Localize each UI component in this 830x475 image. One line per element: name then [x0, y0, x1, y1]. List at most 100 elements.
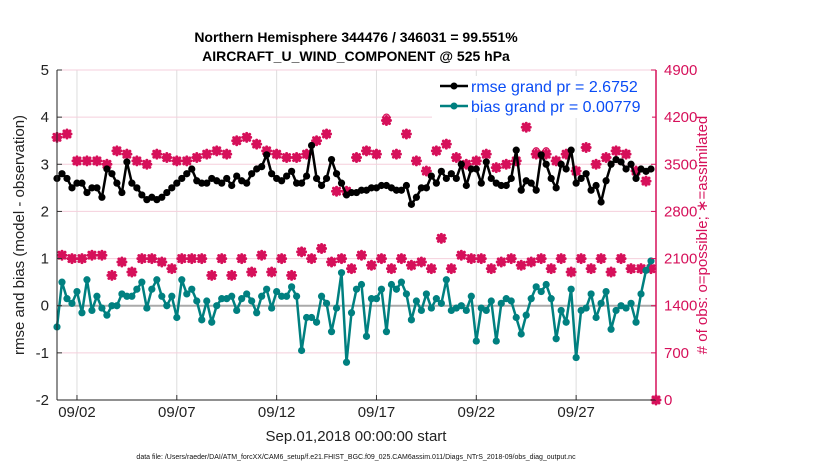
y-tick-label-right: 1400 — [664, 298, 697, 315]
bias-point — [422, 290, 430, 298]
rmse-point — [347, 188, 356, 197]
bias-point — [442, 276, 450, 284]
obs-assimilated-center — [83, 157, 90, 164]
bias-point — [143, 304, 151, 312]
obs-assimilated-center — [63, 130, 70, 137]
obs-assimilated-marker — [375, 253, 387, 265]
obs-assimilated-marker — [420, 165, 432, 177]
obs-assimilated-marker — [176, 253, 188, 265]
rmse-point — [263, 151, 271, 159]
rmse-point — [517, 186, 525, 194]
obs-assimilated-marker — [515, 259, 527, 271]
rmse-point — [457, 160, 465, 168]
obs-assimilated-center — [438, 235, 445, 242]
obs-assimilated-marker — [385, 263, 397, 275]
obs-assimilated-center — [88, 252, 95, 259]
rmse-point — [357, 186, 366, 194]
obs-assimilated-marker — [146, 253, 158, 265]
rmse-point — [622, 165, 630, 173]
obs-assimilated-center — [448, 265, 455, 272]
bias-point — [427, 304, 435, 312]
bias-point — [138, 278, 146, 286]
rmse-point — [527, 179, 535, 187]
data-marks — [51, 113, 662, 406]
obs-assimilated-center — [168, 265, 175, 272]
rmse-point — [617, 158, 625, 166]
bias-point — [347, 309, 356, 317]
obs-assimilated-marker — [620, 148, 632, 160]
bias-point — [297, 346, 306, 355]
obs-assimilated-center — [428, 265, 435, 272]
y-tick-label: 5 — [41, 62, 49, 79]
obs-assimilated-center — [73, 157, 80, 164]
rmse-point — [218, 179, 226, 187]
obs-assimilated-marker — [395, 253, 407, 265]
obs-assimilated-marker — [545, 263, 557, 275]
bias-point — [497, 299, 505, 307]
obs-assimilated-center — [608, 269, 615, 276]
bias-point — [233, 306, 241, 315]
obs-assimilated-marker — [370, 148, 382, 160]
rmse-point — [432, 179, 440, 187]
rmse-point — [587, 186, 595, 194]
rmse-point — [397, 186, 406, 194]
y-tick-label: -2 — [36, 392, 49, 409]
obs-assimilated-marker — [500, 158, 512, 170]
obs-assimilated-marker — [410, 155, 422, 167]
bias-point — [542, 280, 550, 289]
bias-point — [103, 311, 111, 319]
rmse-point — [592, 181, 600, 190]
bias-point — [63, 295, 71, 303]
rmse-point — [487, 174, 495, 183]
obs-assimilated-marker — [81, 155, 93, 167]
obs-assimilated-center — [473, 157, 480, 164]
obs-assimilated-marker — [625, 263, 637, 275]
bias-point — [487, 297, 495, 305]
bias-point — [372, 295, 381, 303]
rmse-point — [113, 179, 121, 187]
rmse-point — [138, 191, 146, 199]
bias-point — [437, 299, 445, 307]
obs-assimilated-marker — [316, 242, 328, 254]
rmse-point — [103, 165, 111, 173]
rmse-point — [283, 172, 291, 180]
obs-assimilated-center — [418, 258, 425, 265]
bias-point — [203, 297, 211, 305]
bias-point — [322, 299, 331, 307]
obs-assimilated-marker — [450, 152, 462, 164]
obs-assimilated-marker — [266, 266, 278, 278]
y-tick-label: 4 — [41, 109, 49, 126]
bias-point — [283, 292, 291, 300]
x-tick-label: 09/22 — [458, 404, 496, 421]
rmse-point — [437, 167, 445, 175]
obs-assimilated-center — [303, 151, 310, 158]
rmse-point — [88, 184, 96, 192]
x-tick-label: 09/12 — [258, 404, 296, 421]
obs-assimilated-center — [398, 255, 405, 262]
bias-point — [133, 285, 141, 293]
obs-assimilated-center — [208, 272, 215, 279]
obs-assimilated-center — [508, 255, 515, 262]
obs-assimilated-center — [568, 269, 575, 276]
obs-assimilated-marker — [241, 131, 253, 143]
rmse-point — [602, 177, 610, 185]
obs-assimilated-marker — [311, 135, 323, 147]
obs-assimilated-marker — [256, 249, 268, 261]
obs-assimilated-center — [253, 141, 260, 148]
rmse-point — [467, 165, 475, 173]
rmse-point — [258, 163, 266, 171]
rmse-point — [68, 184, 76, 192]
obs-assimilated-marker — [111, 145, 123, 157]
obs-assimilated-center — [113, 147, 120, 154]
bias-point — [108, 302, 116, 310]
obs-assimilated-marker — [555, 253, 567, 265]
rmse-point — [288, 167, 296, 175]
obs-assimilated-center — [378, 255, 385, 262]
obs-assimilated-marker — [226, 269, 238, 281]
bias-point — [123, 292, 131, 300]
bias-point — [248, 297, 256, 305]
obs-assimilated-marker — [495, 256, 507, 268]
axes: 09/02 09/07 09/12 09/17 09/22 09/27 -2 -1 0 1 2 3 4 5… — [36, 62, 698, 421]
obs-assimilated-marker — [151, 148, 163, 160]
obs-assimilated-center — [518, 262, 525, 269]
